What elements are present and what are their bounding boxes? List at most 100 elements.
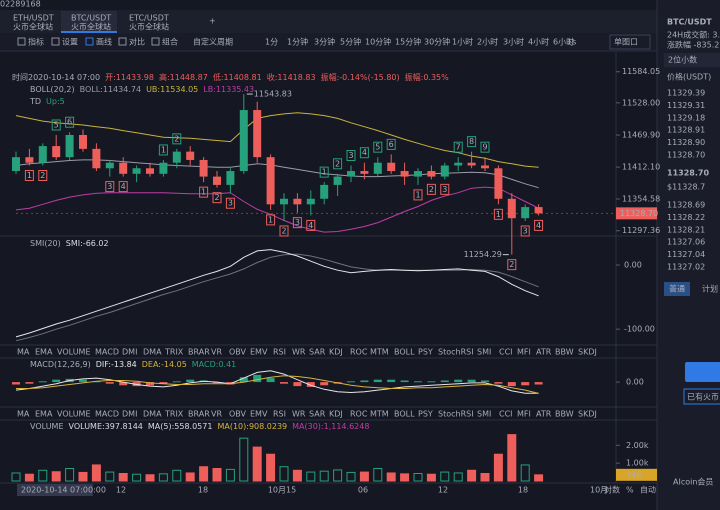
indicator-tab[interactable]: ROC [350, 410, 368, 419]
indicator-tab[interactable]: MACD [95, 410, 119, 419]
indicator-tab[interactable]: KDJ [329, 410, 343, 419]
indicator-tab[interactable]: WR [292, 410, 306, 419]
tool-button[interactable]: 设置 [62, 37, 78, 47]
indicator-tab[interactable]: MTM [370, 348, 389, 357]
indicator-tab[interactable]: WR [292, 348, 306, 357]
indicator-tab[interactable]: RSI [273, 410, 286, 419]
tool-button[interactable]: 对比 [129, 37, 145, 47]
layout-select[interactable]: 单图口 [614, 37, 638, 47]
period-button[interactable]: 1小时 [452, 37, 473, 47]
tab-symbol[interactable]: ETH/USDT [13, 14, 54, 23]
indicator-tab[interactable]: StochRSI [438, 410, 474, 419]
axis-toggle[interactable]: % [626, 486, 634, 495]
indicator-tab[interactable]: StochRSI [438, 348, 474, 357]
notice-box[interactable] [683, 388, 720, 405]
tool-icon[interactable] [151, 37, 160, 46]
indicator-tab[interactable]: DMI [122, 348, 137, 357]
indicator-tab[interactable]: EMV [250, 410, 268, 419]
decimals-select[interactable]: 2位小数 [668, 55, 697, 65]
period-button[interactable]: 30分钟 [424, 37, 450, 47]
order-button[interactable] [685, 362, 720, 382]
indicator-tab[interactable]: SAR [309, 348, 326, 357]
indicator-tab[interactable]: PSY [418, 410, 433, 419]
period-button[interactable]: 1分 [265, 38, 278, 47]
indicator-tab[interactable]: TRIX [164, 348, 184, 357]
indicator-tab[interactable]: DMI [122, 410, 137, 419]
indicator-tab[interactable]: MFI [517, 348, 531, 357]
indicator-tab[interactable]: BBW [555, 410, 574, 419]
tool-icon[interactable] [118, 37, 127, 46]
period-button[interactable]: 2小时 [477, 37, 498, 47]
indicator-tab[interactable]: VR [211, 410, 222, 419]
tab-symbol[interactable]: BTC/USDT [71, 14, 111, 23]
indicator-tab[interactable]: ATR [536, 348, 552, 357]
indicator-tab[interactable]: KDJ [329, 348, 343, 357]
indicator-tab[interactable]: ROC [350, 348, 368, 357]
axis-toggle[interactable]: 对数 [604, 485, 620, 495]
period-button[interactable]: 6小时 [553, 37, 574, 47]
tool-icon[interactable] [17, 37, 26, 46]
tab-symbol[interactable]: ETC/USDT [129, 14, 169, 23]
td-box [212, 192, 222, 204]
custom-period[interactable]: 自定义周期 [193, 37, 233, 47]
indicator-tab[interactable]: SKDJ [578, 348, 597, 357]
speed-toggle[interactable]: 1s [567, 38, 576, 47]
layout-select-box[interactable] [609, 34, 651, 50]
indicator-tab[interactable]: CCI [499, 348, 513, 357]
indicator-tab[interactable]: DMA [143, 348, 162, 357]
indicator-tab[interactable]: BRAR [188, 410, 210, 419]
indicator-tab[interactable]: SMI [477, 410, 491, 419]
indicator-tab[interactable]: BBW [555, 348, 574, 357]
indicator-tab[interactable]: SAR [309, 410, 326, 419]
period-button[interactable]: 1分钟 [287, 37, 308, 47]
period-button[interactable]: 5分钟 [340, 37, 361, 47]
indicator-tab[interactable]: EMV [250, 348, 268, 357]
tool-button[interactable]: 指标 [28, 37, 44, 47]
axis-toggle[interactable]: 自动 [640, 485, 656, 495]
indicator-tab[interactable]: MFI [517, 410, 531, 419]
period-button[interactable]: 15分钟 [395, 37, 421, 47]
td-count: 1 [27, 171, 32, 180]
indicator-tab[interactable]: TRIX [164, 410, 184, 419]
indicator-tab[interactable]: PSY [418, 348, 433, 357]
indicator-tab[interactable]: OBV [229, 410, 247, 419]
indicator-tab[interactable]: ATR [536, 410, 552, 419]
indicator-tab[interactable]: MTM [370, 410, 389, 419]
notice[interactable]: 已有火币 [687, 392, 719, 402]
indicator-tab[interactable]: SMI [477, 348, 491, 357]
decimals-box[interactable] [664, 53, 720, 67]
indicator-tab[interactable]: VR [211, 348, 222, 357]
indicator-tab[interactable]: VOLUME [57, 348, 91, 357]
period-button[interactable]: 3分钟 [314, 37, 335, 47]
indicator-tab[interactable]: EMA [35, 348, 53, 357]
indicator-tab[interactable]: MA [17, 410, 30, 419]
indicator-tab[interactable]: BOLL [394, 348, 415, 357]
period-button[interactable]: 4小时 [528, 37, 549, 47]
tab-exchange[interactable]: 火币全球站 [71, 22, 111, 32]
order-tab[interactable]: 普通 [669, 284, 685, 294]
tab-exchange[interactable]: 火币全球站 [129, 22, 169, 32]
indicator-tab[interactable]: EMA [35, 410, 53, 419]
indicator-tab[interactable]: CCI [499, 410, 513, 419]
indicator-tab[interactable]: BOLL [394, 410, 415, 419]
tool-icon[interactable] [85, 37, 94, 46]
indicator-tab[interactable]: SKDJ [578, 410, 597, 419]
tool-button[interactable]: 组合 [162, 37, 178, 47]
tool-icon[interactable] [51, 37, 60, 46]
indicator-tab[interactable]: DMA [143, 410, 162, 419]
order-tab-active[interactable] [664, 282, 690, 296]
add-tab[interactable]: + [209, 17, 216, 26]
period-button[interactable]: 3小时 [503, 37, 524, 47]
indicator-tab[interactable]: BRAR [188, 348, 210, 357]
order-tab[interactable]: 计划 [702, 284, 718, 294]
tool-button[interactable]: 画线 [96, 37, 112, 47]
indicator-tab[interactable]: OBV [229, 348, 247, 357]
indicator-tab[interactable]: VOLUME [57, 410, 91, 419]
indicator-tab[interactable]: MA [17, 348, 30, 357]
indicator-tab[interactable]: MACD [95, 348, 119, 357]
tab[interactable] [61, 11, 117, 33]
period-button[interactable]: 10分钟 [365, 37, 391, 47]
indicator-tab[interactable]: RSI [273, 348, 286, 357]
promo[interactable]: AIcoin会员 [673, 477, 713, 487]
tab-exchange[interactable]: 火币全球站 [13, 22, 53, 32]
